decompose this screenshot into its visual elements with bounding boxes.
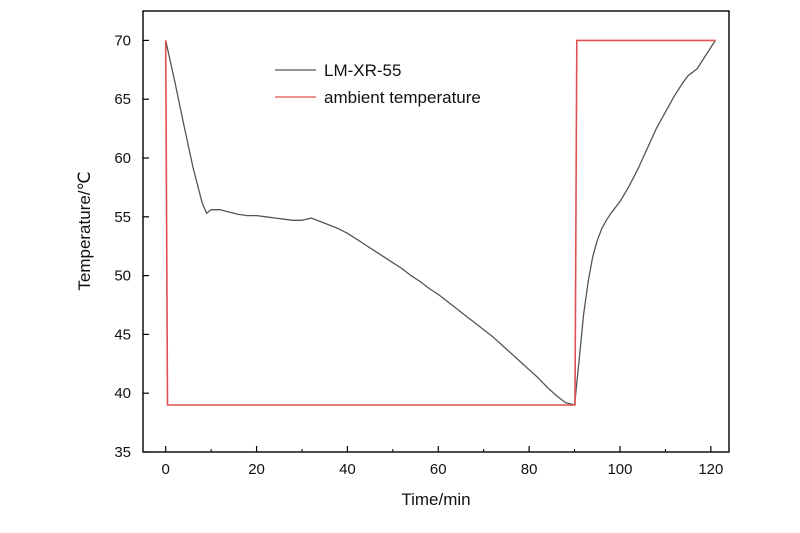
legend: LM-XR-55 ambient temperature <box>275 61 481 107</box>
x-tick-label: 40 <box>339 461 356 478</box>
legend-label-ambient-temperature: ambient temperature <box>324 88 481 107</box>
x-tick-label: 0 <box>162 461 170 478</box>
ticks-layer: 0 20 40 60 80 100 120 35 40 45 50 55 60 65 70 <box>114 32 723 478</box>
x-axis-title: Time/min <box>401 490 470 509</box>
y-tick-label: 60 <box>114 150 131 167</box>
y-axis-title: Temperature/℃ <box>75 171 94 290</box>
x-tick-label: 80 <box>521 461 538 478</box>
y-tick-label: 70 <box>114 32 131 49</box>
y-tick-label: 35 <box>114 444 131 461</box>
x-tick-label: 120 <box>698 461 723 478</box>
series-line-ambient-temperature <box>164 39 716 406</box>
series-layer <box>164 39 716 406</box>
legend-label-lm-xr-55: LM-XR-55 <box>324 61 401 80</box>
x-tick-label: 20 <box>248 461 265 478</box>
y-tick-label: 40 <box>114 385 131 402</box>
plot-frame <box>142 10 730 453</box>
y-tick-label: 50 <box>114 268 131 285</box>
series-line-lm-xr-55 <box>165 40 716 406</box>
y-tick-label: 55 <box>114 209 131 226</box>
y-tick-label: 45 <box>114 326 131 343</box>
y-tick-label: 65 <box>114 91 131 108</box>
x-tick-label: 60 <box>430 461 447 478</box>
x-tick-label: 100 <box>607 461 632 478</box>
